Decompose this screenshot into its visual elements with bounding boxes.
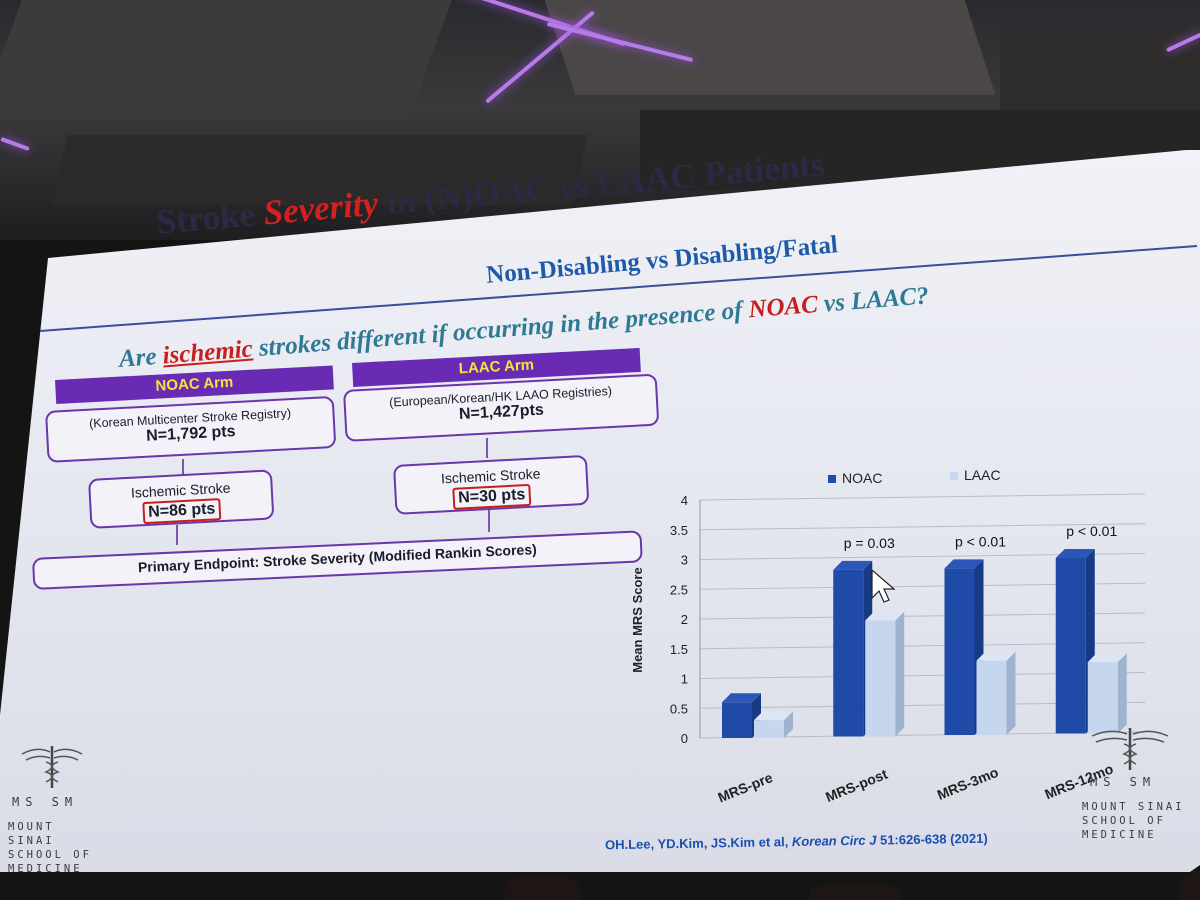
x-tick-label: MRS-pre xyxy=(715,769,775,805)
room-ceiling xyxy=(0,0,1200,240)
flow-arrow xyxy=(488,510,490,532)
legend-label-laac: LAAC xyxy=(964,467,1001,483)
y-tick-label: 2 xyxy=(681,612,688,627)
bar-noac-mrs-pre xyxy=(722,702,752,738)
caduceus-icon xyxy=(21,746,83,788)
p-value-annotation: p = 0.03 xyxy=(844,535,895,551)
audience-head xyxy=(505,874,580,900)
audience-head xyxy=(1180,870,1200,900)
bar-top xyxy=(976,651,1016,661)
bar-top xyxy=(944,559,984,569)
left-logo-name: MOUNT SINAI SCHOOL OF MEDICINE xyxy=(8,821,92,875)
flow-arrow xyxy=(176,525,178,545)
legend-swatch-noac xyxy=(828,475,836,483)
legend-label-noac: NOAC xyxy=(842,470,882,486)
bar-top xyxy=(722,693,761,703)
audience-head xyxy=(810,882,900,900)
y-tick-label: 0 xyxy=(681,731,688,746)
right-logo-name: MOUNT SINAI SCHOOL OF MEDICINE xyxy=(1082,801,1185,841)
bar-top xyxy=(1087,653,1127,663)
bar-laac-mrs-3mo xyxy=(976,660,1007,735)
p-value-annotation: p < 0.01 xyxy=(1066,523,1117,539)
bar-top xyxy=(865,611,905,621)
bar-laac-mrs-post xyxy=(865,620,896,737)
left-logo-initials: MS SM xyxy=(12,795,79,809)
gridline xyxy=(699,523,1146,531)
caduceus-icon xyxy=(1091,728,1169,770)
bar-noac-mrs-3mo xyxy=(944,568,975,735)
gridline xyxy=(699,493,1146,501)
y-tick-label: 3.5 xyxy=(670,523,688,538)
bar-noac-mrs-post xyxy=(833,569,864,737)
mouse-cursor-icon xyxy=(871,568,896,603)
study-flowchart: NOAC Arm (Korean Multicenter Stroke Regi… xyxy=(0,0,700,620)
right-logo-initials: MS SM xyxy=(1090,775,1157,789)
bar-top xyxy=(754,711,793,721)
bar-side xyxy=(1117,653,1127,734)
p-value-annotation: p < 0.01 xyxy=(955,533,1006,549)
bar-side xyxy=(1006,651,1016,735)
bar-top xyxy=(833,560,873,570)
bar-side xyxy=(784,711,793,738)
bar-side xyxy=(895,611,905,737)
x-tick-label: MRS-post xyxy=(823,766,890,805)
bar-laac-mrs-pre xyxy=(754,720,784,738)
y-tick-label: 2.5 xyxy=(670,582,688,597)
bar-noac-mrs-12mo xyxy=(1055,557,1086,734)
bar-laac-mrs-12mo xyxy=(1087,662,1118,734)
legend-swatch-laac xyxy=(950,472,958,480)
y-axis-label: Mean MRS Score xyxy=(630,567,645,672)
y-tick-label: 3 xyxy=(681,553,688,568)
y-tick-label: 1 xyxy=(681,672,688,687)
y-tick-label: 0.5 xyxy=(670,701,688,716)
y-tick-label: 1.5 xyxy=(670,642,688,657)
bar-top xyxy=(1055,548,1095,558)
x-tick-label: MRS-3mo xyxy=(935,764,1001,803)
y-tick-label: 4 xyxy=(681,493,688,508)
flow-arrow xyxy=(486,438,488,458)
flow-arrow xyxy=(182,459,184,479)
